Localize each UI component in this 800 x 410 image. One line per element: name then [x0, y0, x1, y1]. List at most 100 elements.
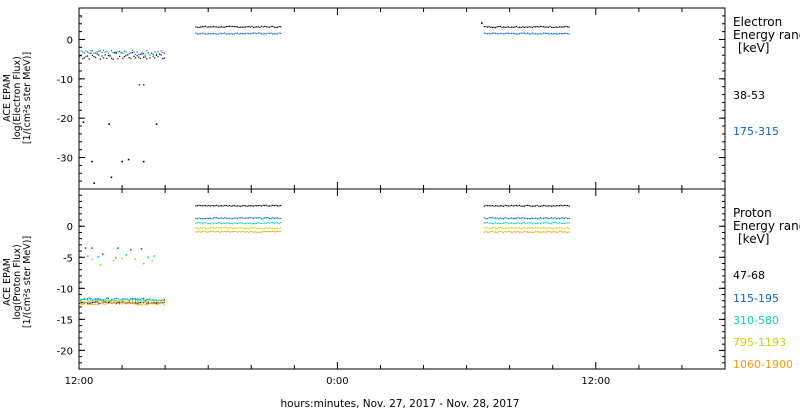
data-point — [481, 22, 483, 24]
data-point — [511, 227, 513, 229]
data-point — [248, 33, 250, 35]
data-point — [495, 205, 497, 207]
data-point — [568, 227, 570, 229]
data-point — [244, 228, 247, 230]
data-point — [144, 303, 146, 306]
data-point — [201, 223, 203, 225]
data-point — [248, 222, 250, 224]
data-point — [546, 217, 548, 219]
data-point — [251, 227, 253, 229]
data-point — [267, 230, 269, 233]
data-point — [85, 50, 87, 52]
data-point — [151, 300, 153, 302]
data-point — [211, 227, 213, 229]
data-point — [133, 303, 135, 305]
proton-legend-115-195: 115-195 — [733, 292, 779, 305]
data-point — [97, 256, 100, 258]
data-point — [270, 32, 272, 34]
data-point — [252, 26, 255, 29]
data-point — [565, 205, 567, 207]
data-point — [133, 301, 135, 303]
data-point — [562, 228, 564, 230]
data-point — [203, 32, 205, 35]
data-point — [131, 299, 133, 301]
data-point — [117, 298, 119, 300]
data-point — [214, 227, 216, 229]
electron-legend-38-53: 38-53 — [733, 89, 765, 102]
data-point — [235, 205, 237, 207]
data-point — [114, 302, 116, 304]
data-point — [265, 204, 267, 206]
data-point — [117, 58, 119, 60]
data-point — [547, 205, 549, 207]
data-point — [538, 205, 540, 207]
data-point — [557, 205, 559, 207]
data-point — [217, 227, 219, 229]
data-point — [201, 218, 203, 220]
data-point — [130, 249, 132, 251]
data-point — [535, 223, 537, 225]
data-point — [254, 231, 256, 233]
data-point — [91, 247, 93, 249]
data-point — [543, 222, 545, 224]
data-point — [88, 304, 90, 306]
data-point — [244, 205, 247, 207]
data-point — [200, 222, 202, 224]
data-point — [265, 227, 267, 229]
data-point — [272, 230, 274, 232]
data-point — [498, 33, 500, 35]
data-point — [141, 300, 143, 302]
data-point — [495, 231, 497, 233]
data-point — [236, 205, 239, 207]
data-point — [496, 205, 498, 207]
data-point — [557, 231, 559, 233]
data-point — [208, 33, 210, 35]
data-point — [208, 227, 210, 230]
data-point — [514, 26, 516, 28]
data-point — [538, 222, 540, 224]
data-point — [122, 299, 124, 301]
data-point — [483, 217, 485, 219]
data-point — [160, 302, 162, 304]
data-point — [136, 51, 138, 53]
data-point — [125, 300, 127, 302]
data-point — [254, 32, 256, 34]
data-point — [278, 223, 280, 225]
data-point — [527, 218, 529, 220]
data-point — [559, 218, 561, 220]
data-point — [151, 52, 153, 54]
data-point — [115, 52, 117, 54]
data-point — [265, 33, 267, 35]
data-point — [270, 231, 272, 233]
data-point — [196, 33, 199, 35]
data-point — [517, 230, 519, 232]
data-point — [91, 300, 93, 302]
data-point — [232, 218, 234, 220]
data-point — [549, 231, 551, 233]
data-point — [252, 231, 255, 233]
data-point — [214, 231, 216, 233]
data-point — [506, 205, 508, 207]
data-point — [249, 205, 251, 207]
data-point — [273, 231, 275, 233]
data-point — [211, 230, 213, 232]
data-point — [568, 33, 570, 35]
data-point — [276, 33, 279, 35]
data-point — [159, 299, 161, 301]
data-point — [491, 26, 493, 28]
data-point — [160, 54, 162, 56]
data-point — [519, 33, 521, 35]
data-point — [498, 222, 500, 224]
data-point — [88, 300, 90, 302]
data-point — [216, 222, 218, 224]
data-point — [95, 56, 97, 59]
data-point — [238, 217, 240, 219]
data-point — [111, 298, 113, 300]
data-point — [249, 217, 251, 219]
electron-legend-175-315: 175-315 — [733, 125, 779, 138]
data-point — [560, 32, 562, 35]
data-point — [522, 32, 524, 34]
data-point — [533, 227, 535, 230]
data-point — [523, 26, 525, 28]
data-point — [273, 217, 275, 219]
